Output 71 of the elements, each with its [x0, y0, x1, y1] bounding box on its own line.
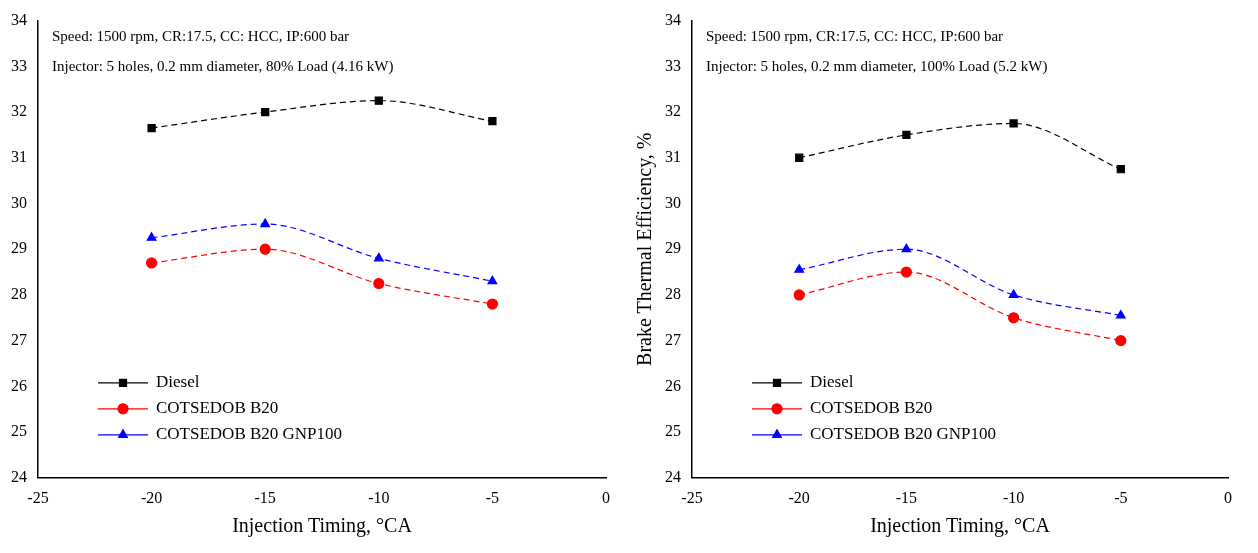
point: [1008, 289, 1019, 299]
point: [373, 277, 385, 290]
y-tick-label: 25: [11, 422, 27, 440]
y-tick-label: 34: [11, 10, 27, 28]
legend-label: Diesel: [810, 372, 854, 392]
y-tick-label: 30: [11, 193, 27, 211]
x-tick-label: -20: [140, 488, 163, 506]
y-tick-label: 26: [665, 376, 681, 394]
point: [260, 218, 271, 228]
point: [1115, 309, 1126, 319]
legend-label: COTSEDOB B20: [156, 398, 279, 418]
annotation: Injector: 5 holes, 0.2 mm diameter, 100% Load (5.2 kW): [706, 57, 1048, 75]
x-axis-title: Injection Timing, °CA: [232, 514, 413, 538]
point: [259, 243, 271, 255]
x-tick-label: 0: [602, 488, 610, 506]
x-tick-label: -5: [485, 488, 500, 506]
y-tick-label: 24: [665, 468, 681, 485]
annotation: Speed: 1500 rpm, CR:17.5, CC: HCC, IP:600 bar: [52, 27, 350, 44]
y-tick-label: 32: [11, 102, 27, 120]
annotation: Speed: 1500 rpm, CR:17.5, CC: HCC, IP:600 bar: [706, 27, 1004, 44]
y-tick-label: 27: [11, 330, 27, 348]
x-tick-label: -5: [1114, 488, 1128, 506]
point: [1008, 312, 1020, 324]
point: [1009, 119, 1018, 128]
y-tick-label: 32: [665, 102, 681, 120]
point: [902, 130, 911, 140]
y-tick-label: 27: [665, 330, 681, 348]
point: [901, 243, 912, 253]
point: [487, 275, 498, 285]
y-tick-label: 33: [665, 56, 681, 74]
point: [1116, 165, 1125, 174]
y-tick-label: 28: [665, 285, 681, 303]
y-tick-label: 31: [11, 147, 27, 165]
point: [146, 257, 158, 269]
annotation: Injector: 5 holes, 0.2 mm diameter, 80% Load (4.16 kW): [52, 57, 394, 75]
y-tick-label: 29: [11, 239, 27, 257]
point: [486, 298, 498, 310]
point: [147, 123, 156, 133]
x-tick-label: -15: [254, 488, 276, 506]
y-tick-label: 24: [11, 468, 27, 485]
x-tick-label: -10: [368, 488, 390, 506]
point: [373, 252, 384, 262]
y-tick-label: 28: [11, 285, 27, 303]
y-tick-label: 33: [11, 56, 27, 74]
y-axis-title: Brake Thermal Efficiency, %: [633, 132, 657, 366]
legend-label: Diesel: [156, 372, 200, 392]
point: [488, 117, 497, 126]
y-tick-label: 29: [665, 239, 681, 257]
y-tick-label: 34: [665, 10, 681, 28]
point: [374, 96, 383, 105]
x-axis-title: Injection Timing, °CA: [870, 514, 1051, 538]
x-tick-label: 0: [1224, 488, 1232, 506]
point: [261, 107, 270, 117]
x-tick-label: -20: [788, 488, 810, 506]
y-tick-label: 30: [665, 193, 681, 211]
y-tick-label: 25: [665, 422, 681, 440]
x-tick-label: -25: [681, 488, 703, 506]
point: [1115, 335, 1127, 347]
point: [795, 153, 804, 162]
legend-label: COTSEDOB B20 GNP100: [810, 424, 997, 444]
y-tick-label: 31: [665, 147, 681, 165]
x-tick-label: -10: [1002, 488, 1025, 506]
point: [794, 264, 805, 273]
x-tick-label: -15: [895, 488, 918, 506]
point: [793, 289, 805, 301]
legend-label: COTSEDOB B20 GNP100: [156, 424, 343, 444]
point: [146, 232, 157, 241]
y-tick-label: 26: [11, 376, 27, 394]
legend-label: COTSEDOB B20: [810, 398, 933, 418]
x-tick-label: -25: [27, 488, 49, 506]
point: [900, 266, 912, 278]
